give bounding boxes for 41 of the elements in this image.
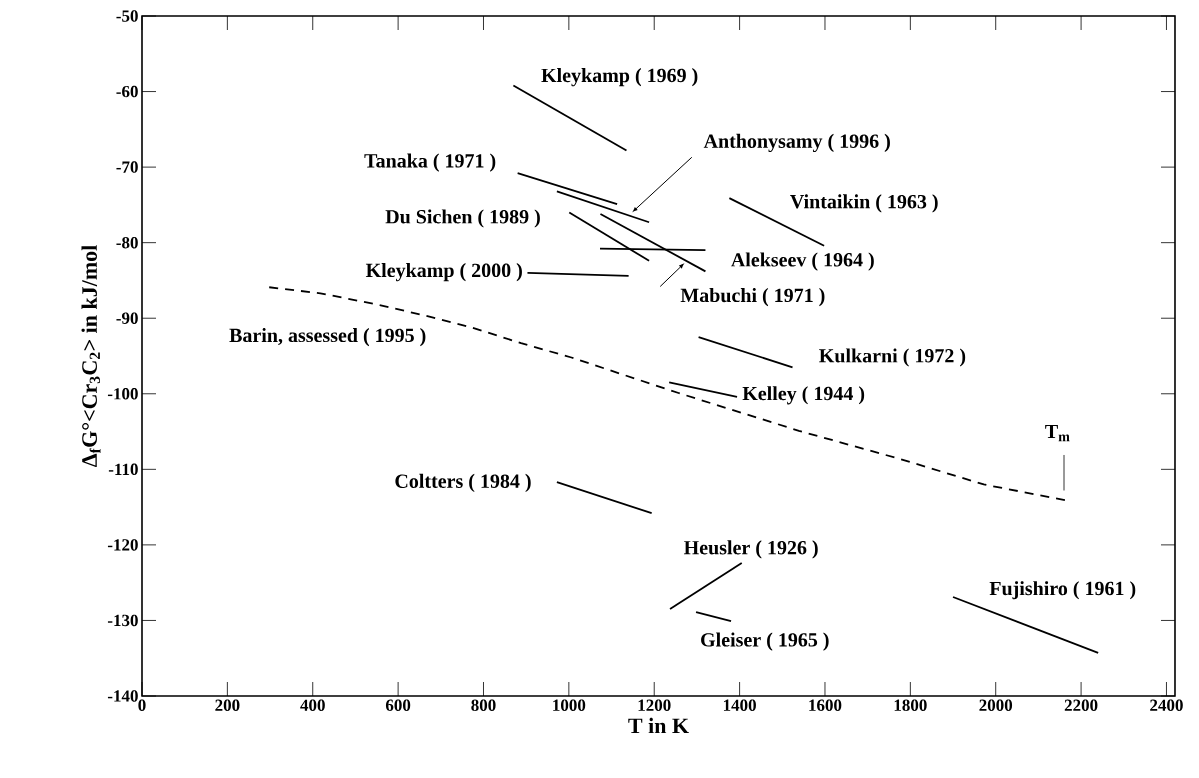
x-tick-label: 2200 [1064, 699, 1098, 711]
text: Anthonysamy ( 1996 ) [703, 133, 890, 153]
series-label: Kelley ( 1944 ) [742, 386, 865, 405]
series-label: Du Sichen ( 1989 ) [385, 209, 540, 228]
series-label: Gleiser ( 1965 ) [701, 632, 829, 651]
x-axis-title: T in K [628, 717, 689, 734]
y-tick-label: -140 [107, 690, 138, 702]
x-tick-label: 200 [215, 699, 240, 711]
y-axis-title: Δ$_{f}$G°<Cr$_{3}$C$_{2}$> in kJ/mol [81, 245, 101, 467]
y-tick-label: -80 [116, 236, 138, 249]
x-tick-label: 2400 [1150, 699, 1183, 711]
x-tick-label: 1400 [723, 699, 756, 711]
legend-label: Alekseev ( 1964 ) [731, 252, 874, 271]
x-tick-label: 1800 [894, 699, 927, 711]
x-tick-label: 1200 [638, 699, 671, 711]
y-tick-label: -110 [108, 463, 138, 476]
y-tick-label: -120 [107, 539, 138, 551]
x-tick-label: 400 [300, 699, 325, 711]
y-tick-label: -60 [116, 85, 138, 98]
series-label: Kleykamp ( 1969 ) [541, 68, 698, 87]
x-tick-label: 800 [471, 699, 496, 711]
x-tick-label: 1000 [553, 699, 586, 711]
y-tick-label: -90 [116, 312, 138, 324]
x-tick-label: 2000 [979, 699, 1013, 711]
series-label: Tanaka ( 1971 ) [364, 153, 496, 172]
series-label: Fujishiro ( 1961 ) [989, 581, 1136, 600]
y-tick-label: -100 [107, 388, 138, 400]
series-label: Barin, assessed ( 1995 ) [229, 328, 426, 347]
x-tick-label: 0 [138, 699, 146, 711]
series-label: Mabuchi ( 1971 ) [680, 288, 825, 307]
series-label: Kulkarni ( 1972 ) [819, 348, 966, 367]
annotation: T$_{m}$ [1045, 424, 1070, 442]
series-label: Coltters ( 1984 ) [395, 473, 531, 493]
x-tick-label: 600 [385, 699, 411, 711]
series-label: Kleykamp ( 2000 ) [365, 263, 522, 282]
y-tick-label: -50 [116, 10, 138, 22]
series-label: Heusler ( 1926 ) [683, 540, 818, 559]
y-tick-label: -70 [116, 161, 138, 173]
y-tick-label: -130 [107, 614, 138, 627]
x-tick-label: 1600 [809, 699, 842, 711]
series-label: Vintaikin ( 1963 ) [790, 194, 938, 213]
